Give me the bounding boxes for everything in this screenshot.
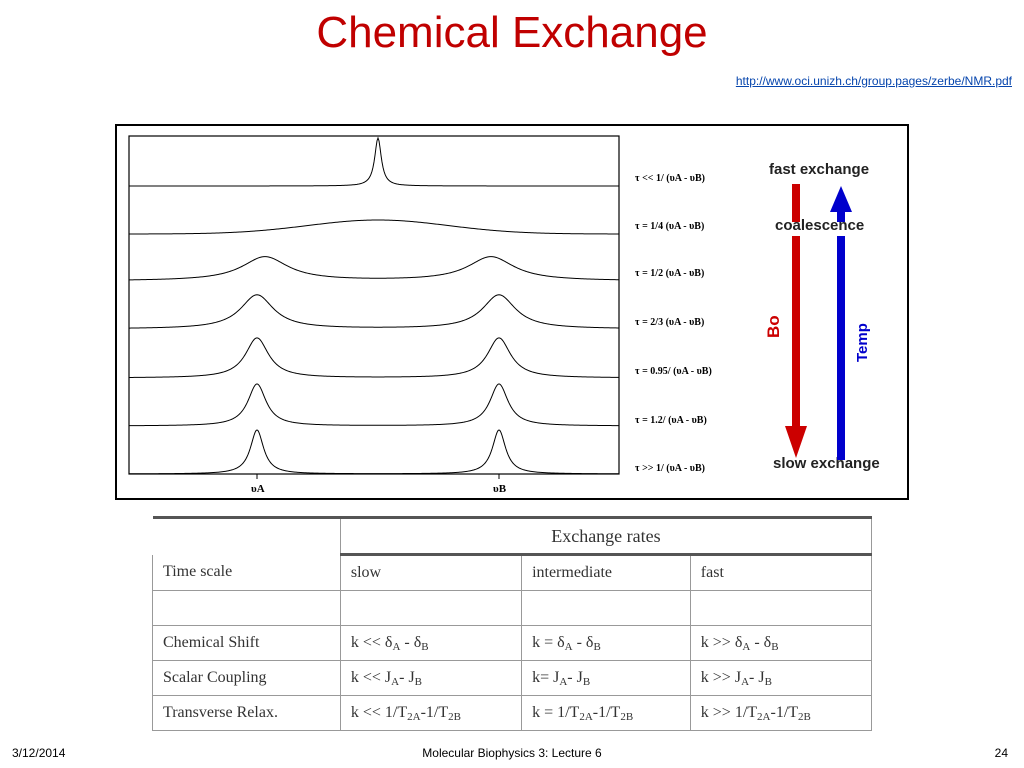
spectrum-trace-3 (128, 256, 620, 281)
exchange-rates-header: Exchange rates (339, 517, 873, 556)
table-header-row-2: Time scale slow intermediate fast (152, 554, 873, 591)
time-scale-header: Time scale (152, 554, 341, 591)
table-row-blank (152, 590, 873, 626)
tau-label-6: τ = 1.2/ (υA - υB) (635, 415, 707, 426)
column-header-slow: slow (339, 554, 523, 591)
footer-title: Molecular Biophysics 3: Lecture 6 (422, 746, 602, 760)
cell-transverse-relax-slow: k << 1/T2A-1/T2B (339, 695, 523, 731)
tau-labels: τ << 1/ (υA - υB) τ = 1/4 (υA - υB) τ = … (635, 173, 712, 474)
tau-label-4: τ = 2/3 (υA - υB) (635, 317, 704, 328)
spectrum-trace-4 (128, 294, 620, 329)
tau-label-7: τ >> 1/ (υA - υB) (635, 463, 705, 474)
cell-scalar-coupling-slow: k << JA- JB (339, 660, 523, 696)
slow-exchange-label: slow exchange (773, 455, 880, 472)
footer-date: 3/12/2014 (12, 746, 66, 760)
bo-arrow-upper (792, 184, 800, 222)
column-header-fast: fast (689, 554, 873, 591)
spectrum-trace-7 (129, 429, 619, 475)
cell-transverse-relax-intermediate: k = 1/T2A-1/T2B (521, 695, 691, 731)
tau-label-1: τ << 1/ (υA - υB) (635, 173, 705, 184)
cell-chemical-shift-intermediate: k = δA - δB (521, 625, 691, 661)
spectrum-trace-5 (128, 337, 620, 378)
bo-label: Bo (764, 315, 783, 338)
table-header-row-1: Exchange rates (152, 516, 873, 556)
x-label-b: υB (493, 483, 507, 495)
tau-label-2: τ = 1/4 (υA - υB) (635, 221, 704, 232)
coalescence-label: coalescence (775, 217, 864, 234)
bo-arrow-head (785, 426, 807, 458)
exchange-rates-table-wrap: Exchange rates Time scale slow intermedi… (152, 516, 873, 731)
cell-chemical-shift-fast: k >> δA - δB (689, 625, 873, 661)
spectra-svg: υA υB τ << 1/ (υA - υB) τ = 1/4 (υA - υB… (128, 135, 880, 495)
slide-title: Chemical Exchange (316, 8, 708, 57)
temp-label: Temp (854, 323, 871, 362)
fast-exchange-label: fast exchange (769, 161, 869, 178)
cell-scalar-coupling-intermediate: k= JA- JB (521, 660, 691, 696)
exchange-spectra-figure: υA υB τ << 1/ (υA - υB) τ = 1/4 (υA - υB… (115, 124, 909, 500)
header-empty-cell (152, 516, 341, 555)
blank-cell (339, 590, 523, 626)
temp-arrow-head (830, 186, 852, 212)
table-row-transverse-relax: Transverse Relax. k << 1/T2A-1/T2B k = 1… (152, 695, 873, 731)
exchange-rates-table: Exchange rates Time scale slow intermedi… (152, 516, 873, 731)
blank-cell (521, 590, 691, 626)
cell-scalar-coupling-fast: k >> JA- JB (689, 660, 873, 696)
cell-transverse-relax-fast: k >> 1/T2A-1/T2B (689, 695, 873, 731)
bo-arrow-shaft (792, 236, 800, 428)
table-row-scalar-coupling: Scalar Coupling k << JA- JB k= JA- JB k … (152, 660, 873, 696)
blank-cell (152, 590, 341, 626)
x-label-a: υA (251, 483, 265, 495)
cell-chemical-shift-slow: k << δA - δB (339, 625, 523, 661)
temp-arrow-upper (837, 212, 845, 222)
spectrum-trace-2 (129, 219, 619, 235)
tau-label-5: τ = 0.95/ (υA - υB) (635, 366, 712, 377)
source-link[interactable]: http://www.oci.unizh.ch/group.pages/zerb… (735, 74, 1012, 88)
column-header-intermediate: intermediate (521, 554, 691, 591)
row-label-transverse-relax: Transverse Relax. (152, 695, 341, 731)
blank-cell (689, 590, 873, 626)
spectrum-trace-6 (128, 383, 619, 427)
temp-arrow-shaft (837, 236, 845, 460)
row-label-chemical-shift: Chemical Shift (152, 625, 341, 661)
spectrum-trace-1 (129, 136, 619, 187)
spectra-traces (128, 136, 620, 475)
table-row-chemical-shift: Chemical Shift k << δA - δB k = δA - δB … (152, 625, 873, 661)
tau-label-3: τ = 1/2 (υA - υB) (635, 268, 704, 279)
row-label-scalar-coupling: Scalar Coupling (152, 660, 341, 696)
footer-page-number: 24 (994, 746, 1008, 760)
